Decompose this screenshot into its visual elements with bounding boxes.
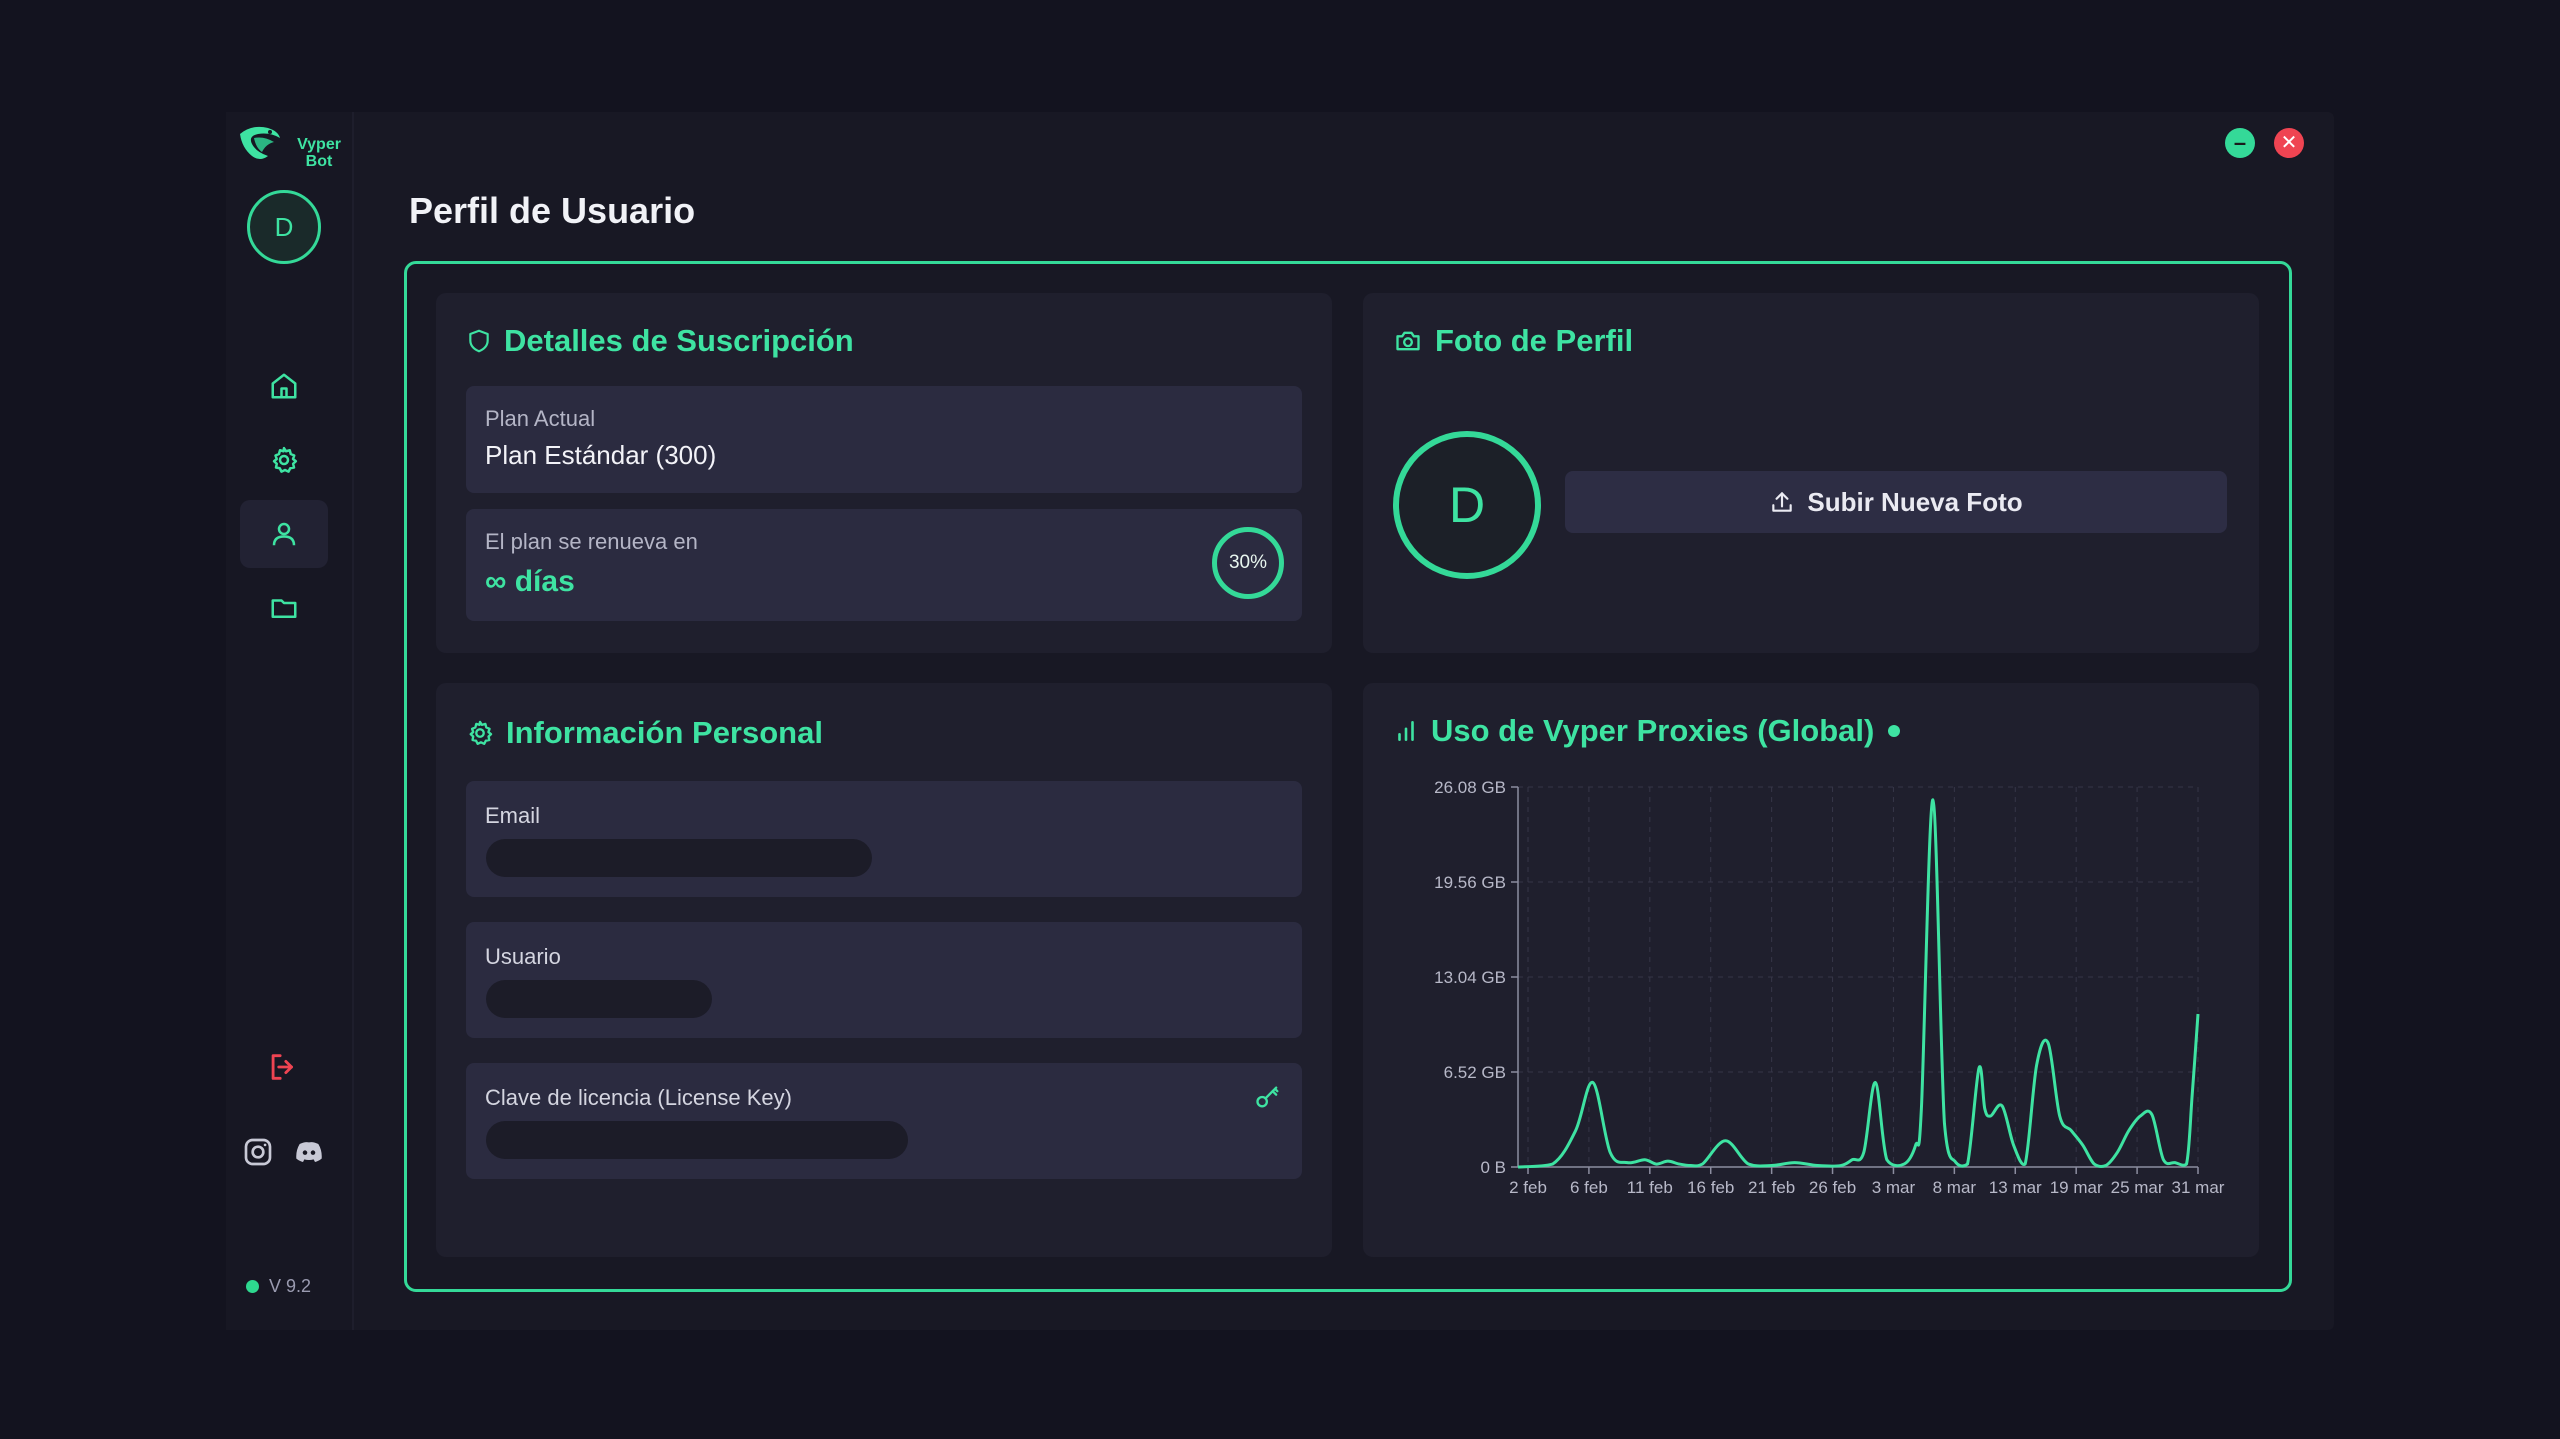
- renewal-label: El plan se renueva en: [485, 529, 698, 554]
- live-indicator-dot: [1888, 725, 1901, 737]
- renewal-field: El plan se renueva en ∞ días 30%: [466, 509, 1302, 621]
- upload-icon: [1772, 492, 1793, 512]
- social-links: [242, 1136, 342, 1172]
- brand-name-line1: Vyper: [297, 136, 341, 153]
- minimize-glyph: –: [2233, 130, 2247, 155]
- folder-icon: [271, 599, 297, 618]
- home-icon: [271, 373, 297, 399]
- license-key-label: Clave de licencia (License Key): [485, 1085, 792, 1110]
- close-button[interactable]: ✕: [2274, 128, 2304, 158]
- y-tick-label: 19.56 GB: [1434, 873, 1506, 892]
- profile-photo-card: Foto de Perfil D Subir Nueva Foto: [1363, 293, 2259, 653]
- username-label: Usuario: [485, 944, 561, 969]
- upload-photo-label: Subir Nueva Foto: [1807, 486, 2023, 517]
- email-field[interactable]: Email: [466, 781, 1302, 897]
- x-tick-label: 3 mar: [1872, 1178, 1916, 1197]
- discord-link[interactable]: [292, 1136, 326, 1173]
- email-value-redacted: [486, 839, 872, 877]
- version-indicator: V 9.2: [246, 1274, 311, 1298]
- app-window: Vyper Bot D: [226, 112, 2334, 1330]
- proxy-usage-chart: 0 B 6.52 GB 13.04 GB 19.56 GB 26.08 GB 2 feb 6…: [1434, 778, 2225, 1197]
- minimize-button[interactable]: –: [2225, 128, 2255, 158]
- current-plan-value: Plan Estándar (300): [485, 440, 717, 470]
- x-tick-label: 8 mar: [1933, 1178, 1977, 1197]
- snake-logo-icon: [240, 126, 280, 159]
- bar-chart-icon: [1398, 721, 1414, 741]
- x-tick-label: 11 feb: [1627, 1178, 1673, 1197]
- instagram-icon: [244, 1138, 272, 1166]
- sidebar-avatar[interactable]: D: [247, 190, 321, 264]
- current-plan-field: Plan Actual Plan Estándar (300): [466, 386, 1302, 493]
- current-plan-label: Plan Actual: [485, 406, 596, 431]
- version-text: V 9.2: [269, 1275, 312, 1296]
- status-dot: [246, 1279, 259, 1293]
- personal-info-card: Información Personal Email Usuario Clave…: [436, 683, 1332, 1257]
- proxy-usage-title-text: Uso de Vyper Proxies (Global): [1431, 713, 1875, 748]
- y-tick-label: 26.08 GB: [1434, 778, 1506, 797]
- x-tick-label: 25 mar: [2111, 1178, 2164, 1197]
- camera-icon: [1396, 331, 1420, 351]
- username-value-redacted: [486, 980, 712, 1018]
- brand-name: Vyper Bot: [292, 136, 346, 170]
- y-tick-label: 6.52 GB: [1444, 1063, 1506, 1082]
- x-tick-label: 31 mar: [2172, 1178, 2225, 1197]
- page-title: Perfil de Usuario: [409, 190, 696, 231]
- username-field[interactable]: Usuario: [466, 922, 1302, 1038]
- brand-name-line2: Bot: [305, 153, 333, 170]
- logout-button[interactable]: [266, 1050, 302, 1086]
- profile-photo-title: Foto de Perfil: [1393, 323, 1633, 359]
- subscription-title: Detalles de Suscripción: [466, 323, 854, 359]
- x-tick-label: 16 feb: [1687, 1178, 1734, 1197]
- x-tick-label: 13 mar: [1989, 1178, 2042, 1197]
- close-glyph: ✕: [2280, 132, 2298, 154]
- personal-info-title-text: Información Personal: [506, 715, 823, 750]
- profile-avatar: D: [1393, 431, 1541, 579]
- profile-panel: Detalles de Suscripción Plan Actual Plan…: [404, 261, 2292, 1292]
- user-icon: [272, 522, 296, 546]
- proxy-usage-card: Uso de Vyper Proxies (Global) 0 B 6.52 GB…: [1363, 683, 2259, 1257]
- x-tick-label: 2 feb: [1509, 1178, 1547, 1197]
- sidebar-item-home[interactable]: [240, 352, 328, 420]
- key-icon[interactable]: [1254, 1083, 1282, 1111]
- discord-icon: [296, 1142, 322, 1162]
- proxy-usage-title: Uso de Vyper Proxies (Global): [1393, 713, 1901, 749]
- subscription-title-text: Detalles de Suscripción: [504, 323, 854, 358]
- gear-icon: [469, 720, 493, 746]
- shield-icon: [469, 329, 489, 353]
- license-key-field[interactable]: Clave de licencia (License Key): [466, 1063, 1302, 1179]
- license-key-value-redacted: [486, 1121, 908, 1159]
- x-tick-label: 26 feb: [1809, 1178, 1856, 1197]
- logout-icon: [271, 1054, 293, 1080]
- avatar-initial: D: [274, 211, 294, 242]
- subscription-card: Detalles de Suscripción Plan Actual Plan…: [436, 293, 1332, 653]
- renewal-progress-ring: 30%: [1212, 527, 1284, 599]
- x-tick-label: 19 mar: [2050, 1178, 2103, 1197]
- y-tick-label: 13.04 GB: [1434, 968, 1506, 987]
- sidebar: Vyper Bot D: [226, 112, 354, 1330]
- sidebar-item-settings[interactable]: [240, 426, 328, 494]
- x-tick-label: 21 feb: [1748, 1178, 1795, 1197]
- profile-avatar-initial: D: [1448, 477, 1486, 533]
- instagram-link[interactable]: [242, 1136, 274, 1173]
- email-label: Email: [485, 803, 541, 828]
- profile-photo-title-text: Foto de Perfil: [1435, 323, 1634, 358]
- sidebar-item-files[interactable]: [240, 574, 328, 642]
- personal-info-title: Información Personal: [466, 715, 823, 751]
- y-tick-label: 0 B: [1480, 1158, 1506, 1177]
- upload-photo-button[interactable]: Subir Nueva Foto: [1565, 471, 2227, 533]
- gear-icon: [272, 446, 298, 473]
- x-tick-label: 6 feb: [1570, 1178, 1608, 1197]
- usage-series-line: [1517, 798, 2200, 1169]
- logo: Vyper Bot: [230, 122, 350, 170]
- sidebar-item-profile[interactable]: [240, 500, 328, 568]
- renewal-value: ∞ días: [485, 565, 575, 598]
- renewal-progress-text: 30%: [1228, 552, 1268, 573]
